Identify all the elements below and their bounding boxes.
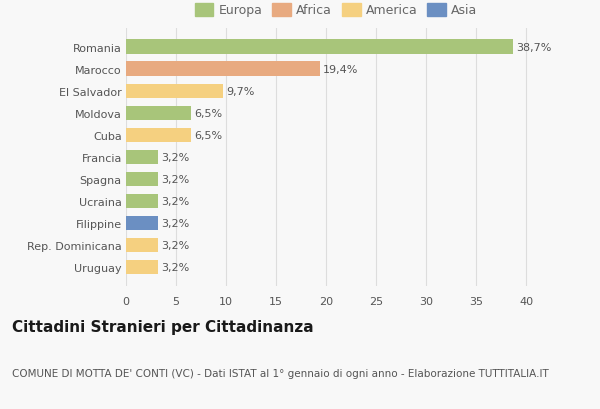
Text: 3,2%: 3,2%	[161, 218, 189, 229]
Text: 6,5%: 6,5%	[194, 108, 222, 119]
Bar	[126, 84, 223, 99]
Text: 3,2%: 3,2%	[161, 175, 189, 184]
Text: 38,7%: 38,7%	[516, 43, 551, 52]
Text: COMUNE DI MOTTA DE' CONTI (VC) - Dati ISTAT al 1° gennaio di ogni anno - Elabora: COMUNE DI MOTTA DE' CONTI (VC) - Dati IS…	[12, 368, 549, 378]
Bar	[126, 260, 158, 274]
Bar	[126, 216, 158, 231]
Bar	[126, 62, 320, 76]
Legend: Europa, Africa, America, Asia: Europa, Africa, America, Asia	[192, 1, 480, 20]
Text: 9,7%: 9,7%	[226, 86, 254, 97]
Text: 3,2%: 3,2%	[161, 263, 189, 272]
Bar	[126, 151, 158, 164]
Bar	[126, 172, 158, 187]
Text: 3,2%: 3,2%	[161, 153, 189, 162]
Text: Cittadini Stranieri per Cittadinanza: Cittadini Stranieri per Cittadinanza	[12, 319, 314, 334]
Text: 3,2%: 3,2%	[161, 196, 189, 207]
Bar	[126, 128, 191, 143]
Bar	[126, 106, 191, 121]
Bar	[126, 194, 158, 209]
Text: 6,5%: 6,5%	[194, 130, 222, 140]
Bar	[126, 238, 158, 253]
Text: 19,4%: 19,4%	[323, 65, 358, 74]
Bar	[126, 40, 513, 55]
Text: 3,2%: 3,2%	[161, 240, 189, 250]
